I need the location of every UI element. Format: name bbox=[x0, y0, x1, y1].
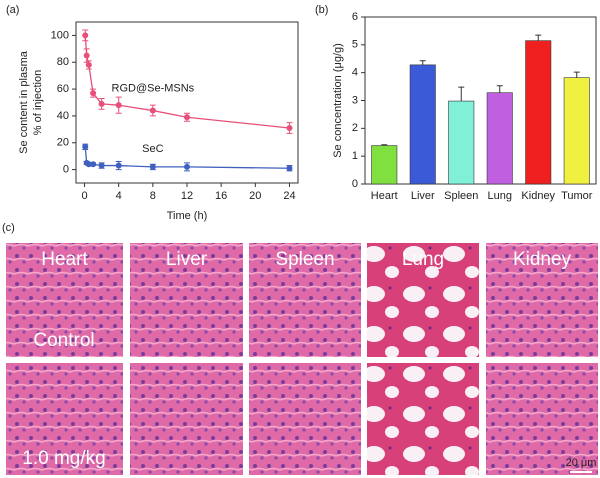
column-label: Kidney bbox=[513, 249, 572, 270]
row-label: 1.0 mg/kg bbox=[22, 448, 105, 469]
y-tick-label: 3 bbox=[352, 94, 358, 106]
data-point bbox=[82, 32, 89, 39]
y-tick-label: 5 bbox=[352, 39, 358, 51]
y-tick-label: 1 bbox=[352, 150, 358, 162]
data-point bbox=[286, 165, 293, 172]
bar bbox=[448, 100, 475, 185]
data-point bbox=[184, 114, 190, 121]
x-tick-label: 24 bbox=[283, 190, 295, 202]
bar bbox=[409, 64, 436, 185]
x-tick-label: 12 bbox=[181, 190, 193, 202]
x-tick-label: 16 bbox=[215, 190, 227, 202]
data-point bbox=[90, 90, 97, 97]
tissue-image bbox=[130, 243, 243, 357]
data-point bbox=[286, 124, 293, 131]
y-tick-label: 60 bbox=[57, 83, 69, 95]
tissue-image bbox=[367, 363, 479, 475]
data-point bbox=[115, 102, 122, 109]
error-bar bbox=[381, 144, 388, 146]
tissue-image bbox=[130, 363, 243, 475]
x-tick-label: Tumor bbox=[561, 190, 593, 202]
data-point bbox=[98, 162, 105, 169]
panel-label: (c) bbox=[2, 222, 15, 234]
data-point bbox=[115, 162, 122, 169]
x-axis-label: Time (h) bbox=[167, 210, 208, 222]
panel-label: (b) bbox=[315, 4, 328, 16]
bar bbox=[563, 77, 590, 185]
y-tick-label: 40 bbox=[57, 110, 69, 122]
data-point bbox=[149, 163, 156, 170]
column-label: Liver bbox=[166, 249, 208, 270]
y-axis-label: Se content in plasma bbox=[18, 50, 30, 154]
y-axis-label: Se concentration (μg/g) bbox=[332, 43, 344, 158]
y-tick-label: 4 bbox=[352, 67, 358, 79]
row-label: Control bbox=[33, 330, 94, 351]
data-point bbox=[82, 143, 89, 150]
series-label: SeC bbox=[142, 143, 163, 155]
column-label: Heart bbox=[41, 249, 88, 270]
y-tick-label: 2 bbox=[352, 122, 358, 134]
x-tick-label: Liver bbox=[411, 190, 435, 202]
scale-bar-label: 20 μm bbox=[566, 457, 597, 469]
y-tick-label: 20 bbox=[57, 137, 69, 149]
y-tick-label: 6 bbox=[352, 11, 358, 23]
series-label: RGD@Se-MSNs bbox=[112, 82, 195, 94]
tissue-image bbox=[486, 363, 598, 475]
column-label: Lung bbox=[402, 249, 444, 270]
error-bar bbox=[419, 60, 426, 65]
data-point bbox=[90, 161, 97, 168]
x-tick-label: 4 bbox=[116, 190, 122, 202]
x-tick-label: Kidney bbox=[521, 190, 555, 202]
x-tick-label: 0 bbox=[81, 190, 87, 202]
bar bbox=[486, 92, 513, 185]
panel-label: (a) bbox=[6, 4, 19, 16]
data-point bbox=[184, 163, 190, 170]
tissue-image bbox=[486, 243, 598, 357]
x-tick-label: 8 bbox=[150, 190, 156, 202]
histology-panel: (c) Heart Liver Spleen Lung Kidney Control 1.0 … bbox=[2, 222, 598, 475]
x-tick-label: Spleen bbox=[444, 190, 478, 202]
tissue-image bbox=[6, 363, 123, 475]
error-bar bbox=[535, 34, 542, 41]
column-label: Spleen bbox=[275, 249, 334, 270]
data-point bbox=[98, 100, 105, 107]
tissue-image bbox=[249, 363, 361, 475]
tissue-image bbox=[6, 243, 123, 357]
data-point bbox=[85, 61, 92, 68]
data-point bbox=[149, 107, 156, 114]
tissue-image bbox=[249, 243, 361, 357]
error-bar bbox=[458, 86, 465, 102]
bar bbox=[371, 145, 398, 185]
y-axis-label: % of injection bbox=[32, 70, 44, 135]
plot-frame bbox=[75, 21, 299, 184]
x-tick-label: Lung bbox=[488, 190, 512, 202]
x-tick-label: Heart bbox=[371, 190, 398, 202]
y-tick-label: 0 bbox=[352, 178, 358, 190]
y-tick-label: 80 bbox=[57, 56, 69, 68]
tissue-image bbox=[367, 243, 479, 357]
error-bar bbox=[573, 71, 580, 78]
data-point bbox=[83, 52, 90, 59]
y-tick-label: 0 bbox=[63, 163, 69, 175]
y-tick-label: 100 bbox=[51, 29, 69, 41]
bar bbox=[525, 40, 552, 185]
x-tick-label: 20 bbox=[249, 190, 261, 202]
plot-frame bbox=[364, 16, 597, 185]
error-bar bbox=[496, 85, 503, 93]
